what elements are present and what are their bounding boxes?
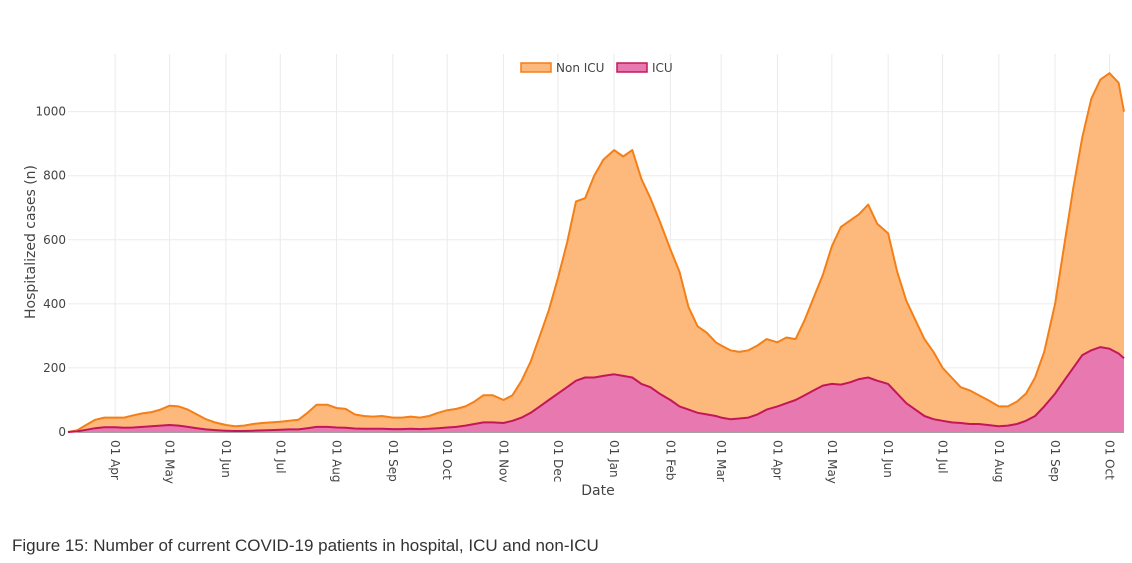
x-tick-label: 01 Sep <box>1048 440 1062 482</box>
line-icu <box>67 346 1125 433</box>
y-tick-label: 1000 <box>35 105 66 119</box>
line-non-icu <box>67 72 1125 433</box>
y-tick-label: 200 <box>43 361 66 375</box>
x-tick-label: 01 Sep <box>386 440 400 482</box>
figure-caption: Figure 15: Number of current COVID-19 pa… <box>12 536 599 555</box>
x-tick-label: 01 Oct <box>440 440 454 480</box>
x-tick-label: 01 Jul <box>273 440 287 474</box>
x-tick-label: 01 Nov <box>496 440 510 483</box>
x-tick-label: 01 Mar <box>714 440 728 482</box>
legend[interactable]: Non ICU ICU <box>520 61 673 75</box>
x-tick-label: 01 Jan <box>607 440 621 478</box>
x-tick-label: 01 Aug <box>992 440 1006 483</box>
x-axis-title: Date <box>581 483 614 499</box>
y-tick-label: 0 <box>58 425 66 439</box>
x-tick-label: 01 Jun <box>881 440 895 478</box>
x-tick-label: 01 Aug <box>330 440 344 483</box>
x-tick-label: 01 May <box>825 440 839 484</box>
legend-label-non-icu: Non ICU <box>556 61 604 75</box>
area-icu <box>68 347 1124 432</box>
legend-item-non-icu[interactable]: Non ICU <box>520 61 604 75</box>
x-tick-label: 01 Apr <box>108 440 122 480</box>
legend-item-icu[interactable]: ICU <box>616 61 673 75</box>
y-tick-label: 400 <box>43 297 66 311</box>
legend-swatch-non-icu <box>520 62 552 73</box>
legend-swatch-icu <box>616 62 648 73</box>
x-tick-label: 01 Dec <box>551 440 565 482</box>
y-tick-label: 600 <box>43 233 66 247</box>
axes: Hospitalized cases (n) Date 01 Apr 01 May… <box>23 105 1116 499</box>
y-axis-title: Hospitalized cases (n) <box>23 165 39 319</box>
x-tick-label: 01 Jul <box>936 440 950 474</box>
x-tick-label: 01 Apr <box>770 440 784 480</box>
x-tick-label: 01 Feb <box>663 440 677 480</box>
y-tick-label: 800 <box>43 169 66 183</box>
hospitalized-cases-chart: Hospitalized cases (n) Date 01 Apr 01 May… <box>23 54 1125 499</box>
x-tick-label: 01 Oct <box>1102 440 1116 480</box>
x-tick-label: 01 May <box>163 440 177 484</box>
x-tick-label: 01 Jun <box>219 440 233 478</box>
legend-label-icu: ICU <box>652 61 673 75</box>
series-areas <box>67 72 1125 433</box>
area-non-icu <box>68 73 1124 432</box>
